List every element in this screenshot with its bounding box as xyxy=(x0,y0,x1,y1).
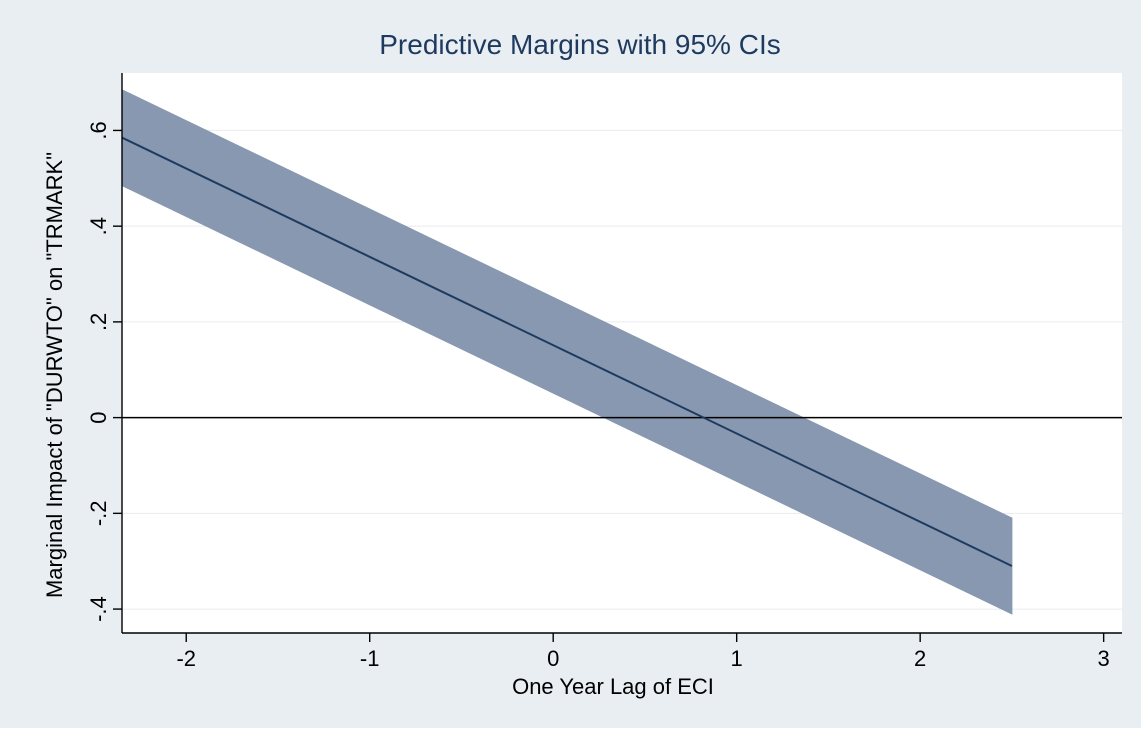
y-tick-label-1: -.2 xyxy=(86,500,111,526)
y-tick-label-4: .4 xyxy=(86,217,111,235)
x-axis-label: One Year Lag of ECI xyxy=(512,674,714,699)
x-tick-label-0: -2 xyxy=(176,646,196,671)
y-axis-label: Marginal Impact of "DURWTO" on "TRMARK" xyxy=(42,152,67,598)
x-tick-label-3: 1 xyxy=(731,646,743,671)
y-tick-label-3: .2 xyxy=(86,313,111,331)
y-tick-label-2: 0 xyxy=(86,411,111,423)
y-tick-label-5: .6 xyxy=(86,121,111,139)
x-tick-label-4: 2 xyxy=(914,646,926,671)
x-tick-label-5: 3 xyxy=(1098,646,1110,671)
y-ticks: -.4 -.2 0 .2 .4 .6 xyxy=(86,121,122,622)
x-tick-label-2: 0 xyxy=(547,646,559,671)
x-ticks: -2 -1 0 1 2 3 xyxy=(176,633,1110,671)
x-tick-label-1: -1 xyxy=(360,646,380,671)
y-tick-label-0: -.4 xyxy=(86,596,111,622)
predicted-margin-line xyxy=(121,136,1013,567)
chart-title: Predictive Margins with 95% CIs xyxy=(379,29,780,60)
